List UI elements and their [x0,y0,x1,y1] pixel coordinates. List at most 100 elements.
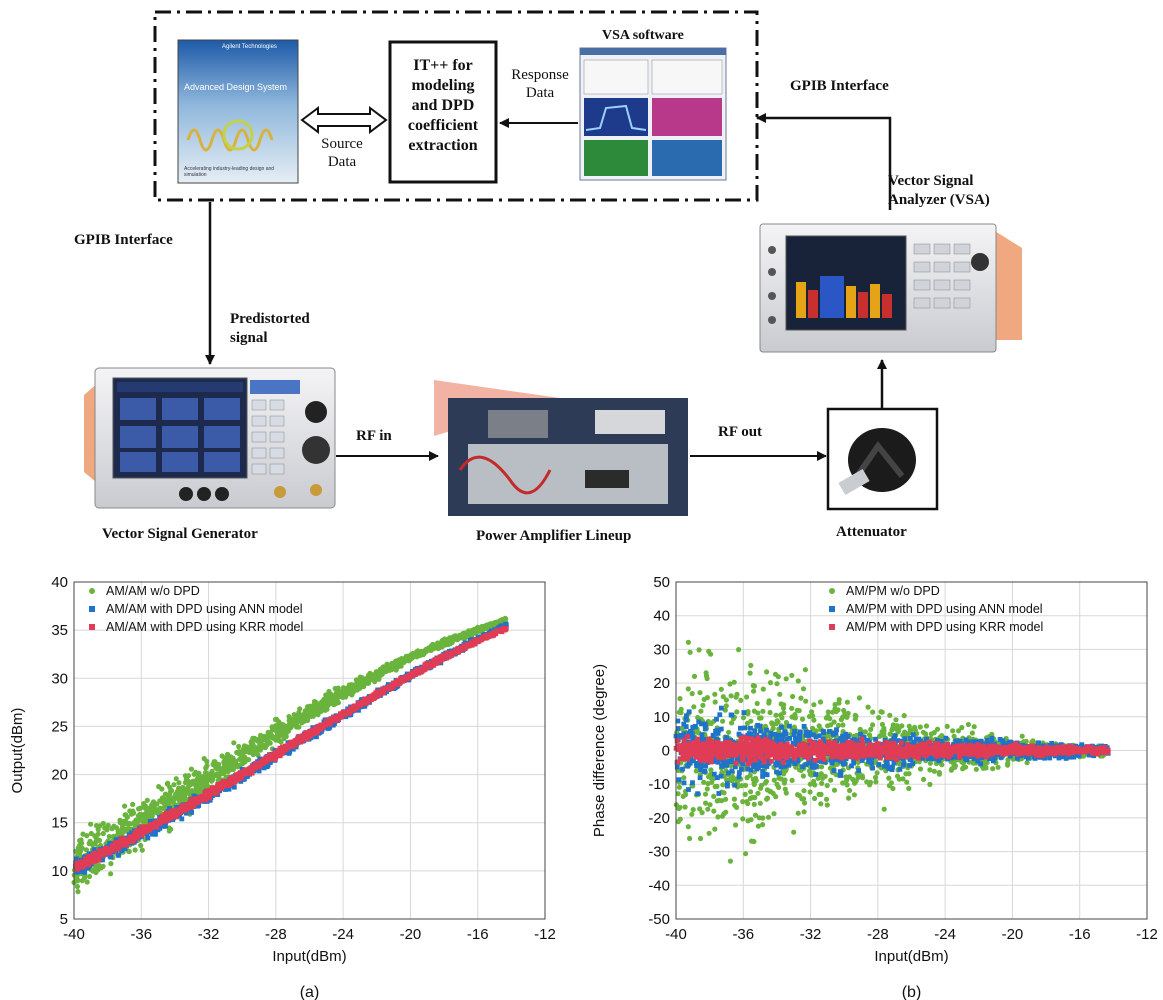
data-point [225,781,230,787]
data-point [279,721,285,727]
data-point [273,737,279,743]
data-point [695,714,701,721]
data-point [380,664,387,670]
data-point [74,869,80,875]
data-point [332,685,338,692]
data-point [868,726,874,732]
data-point [430,642,436,648]
data-point [188,805,194,811]
data-point [144,831,150,837]
data-point [149,831,155,837]
data-point [179,805,185,810]
data-point [159,817,165,823]
data-point [456,649,461,655]
data-point [257,744,263,750]
data-point [736,647,742,653]
data-point [727,681,733,687]
data-point [835,722,841,729]
data-point [92,841,98,847]
data-point [250,765,256,770]
data-point [711,793,717,799]
data-point [91,852,97,858]
data-point [91,847,97,852]
data-point [176,780,182,786]
data-point [414,651,420,657]
data-point [175,810,180,816]
data-point [104,827,110,833]
data-point [216,761,222,767]
data-point [188,766,194,772]
y-tick-label: 40 [51,574,68,591]
data-point [771,811,777,817]
data-point [131,836,137,841]
data-point [480,636,486,641]
data-point [367,670,373,676]
data-point [141,824,146,830]
data-point [365,678,371,684]
legend-marker [89,606,95,612]
data-point [151,821,157,827]
data-point [95,831,101,837]
x-tick-label: -20 [400,926,422,943]
rf-out-label: RF out [718,424,763,440]
data-point [336,690,342,696]
data-point [281,747,287,753]
data-point [265,762,271,768]
data-point [801,809,807,815]
data-point [705,806,711,812]
data-point [341,688,347,694]
data-point [122,840,128,846]
data-point [163,823,168,829]
data-point [238,774,244,780]
data-point [712,691,718,697]
data-point [297,706,303,712]
data-point [706,830,712,836]
power-amplifier-image [434,380,688,516]
data-point [261,734,267,740]
data-point [1019,733,1025,739]
data-point [144,806,150,812]
data-point [219,786,224,792]
data-point [740,715,747,721]
data-point [751,708,757,714]
data-point [698,708,704,714]
data-point [125,839,131,844]
data-point [893,717,899,723]
data-point [95,855,101,861]
data-point [781,710,787,716]
data-point [171,812,176,818]
data-point [77,842,83,848]
data-point [183,803,189,808]
data-point [171,782,177,788]
data-point [128,839,134,844]
data-point [751,688,757,694]
data-point [108,861,114,867]
source-data-arrow [300,106,388,134]
data-point [685,639,691,645]
data-point [153,824,159,829]
data-point [113,837,119,843]
data-point [499,617,506,624]
data-point [701,696,707,702]
data-point [720,694,726,700]
data-point [906,723,912,729]
data-point [760,686,766,692]
data-point [165,780,171,786]
data-point [349,706,355,712]
data-point [167,784,173,790]
data-point [231,777,237,783]
data-point [708,767,714,773]
data-point [719,813,725,819]
data-point [165,795,171,801]
data-point [306,704,312,711]
data-point [254,761,259,766]
data-point [409,655,415,661]
data-point [73,856,79,862]
data-point [150,828,156,834]
data-point [264,739,271,746]
data-point [758,785,764,791]
data-point [177,786,183,792]
data-point [135,813,141,819]
data-point [767,680,774,686]
data-point [803,698,809,704]
